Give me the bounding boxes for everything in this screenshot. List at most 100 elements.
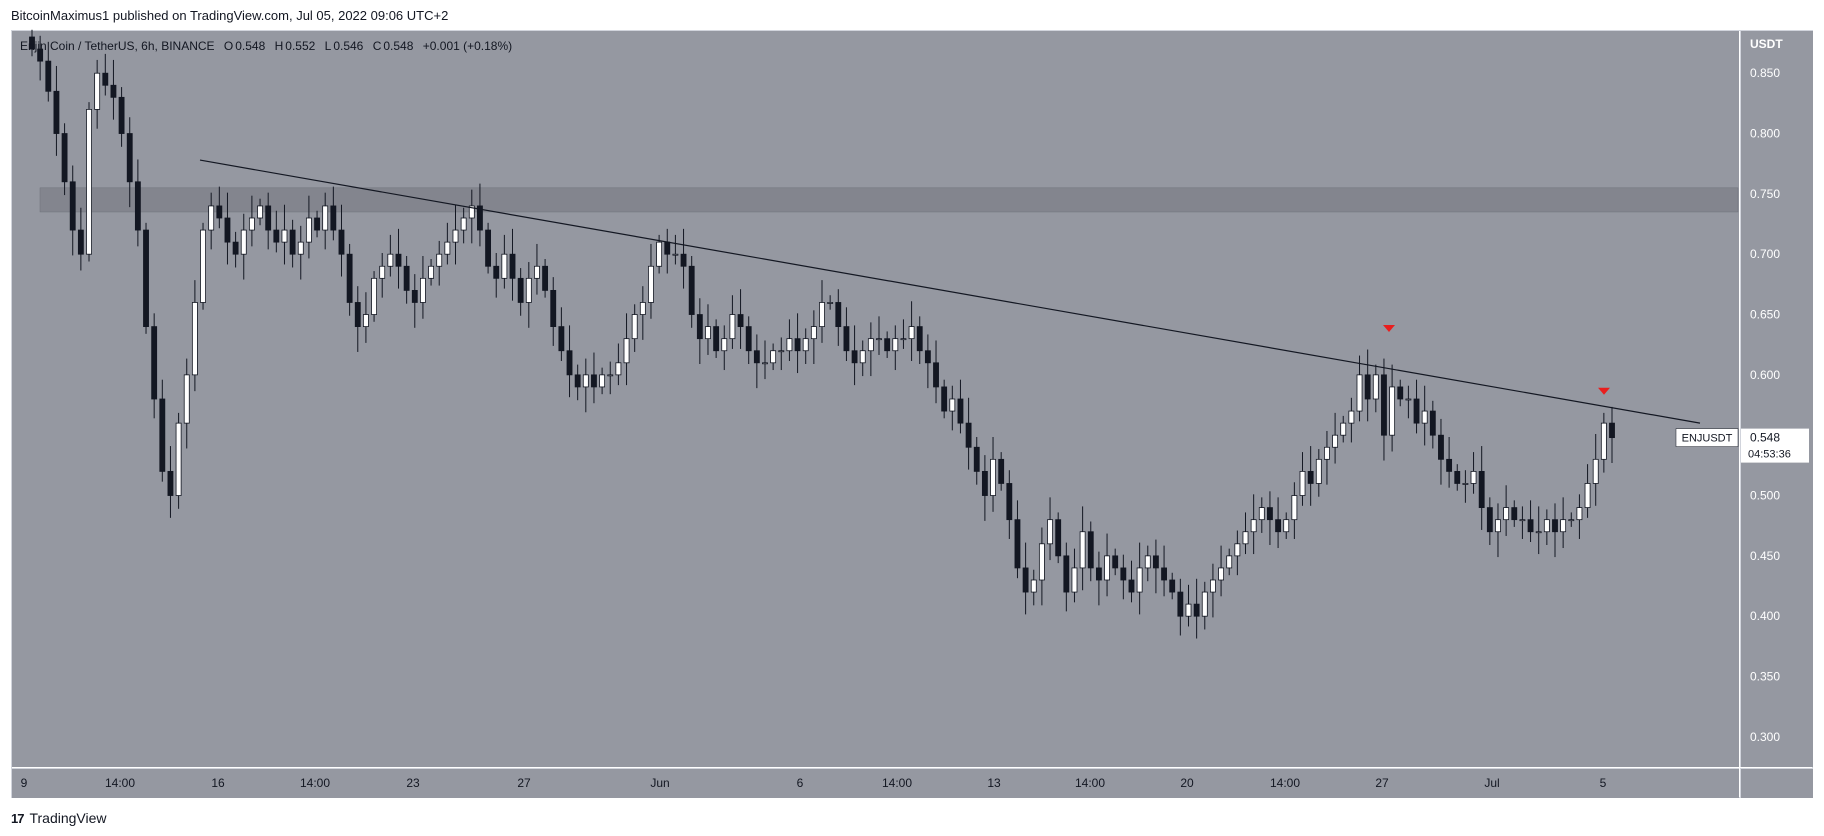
candle-up <box>908 326 915 340</box>
candle-down <box>29 36 35 50</box>
candle-up <box>1218 567 1224 581</box>
candle-down <box>102 72 109 86</box>
candle-down <box>485 229 492 267</box>
candle-down <box>403 265 410 291</box>
candle-up <box>281 229 288 243</box>
candle-up <box>1568 519 1575 522</box>
candle-down <box>1055 519 1062 557</box>
candle-down <box>232 241 239 255</box>
candle-up <box>1584 483 1591 509</box>
candle-down <box>664 241 671 255</box>
time-tick-label: 20 <box>1180 776 1194 790</box>
chart-legend: Enjin Coin / TetherUS, 6h, BINANCE O 0.54… <box>20 39 512 53</box>
plot-area[interactable] <box>12 31 1739 767</box>
price-tick-label: 0.500 <box>1750 489 1780 503</box>
time-tick-label: Jun <box>650 776 669 790</box>
candle-up <box>86 109 92 255</box>
candle-down <box>37 48 44 62</box>
candle-up <box>1560 519 1567 533</box>
trendline <box>199 159 1701 424</box>
candle-down <box>835 302 842 328</box>
candle-up <box>297 241 304 255</box>
candle-down <box>1095 567 1102 581</box>
candle-up <box>208 205 215 231</box>
footer-brand-label: TradingView <box>29 810 107 826</box>
candle-up <box>786 338 793 352</box>
candle-down <box>1006 483 1013 521</box>
candle-up <box>1421 410 1428 424</box>
candle-down <box>289 229 296 255</box>
candle-down <box>688 265 695 315</box>
price-axis[interactable] <box>1740 31 1813 767</box>
candle-up <box>721 338 728 352</box>
candle-up <box>191 302 198 376</box>
candle-down <box>843 326 850 352</box>
candle-down <box>53 90 60 134</box>
candle-down <box>916 326 923 352</box>
candle-down <box>941 386 948 412</box>
candle-up <box>892 338 899 352</box>
candle-up <box>1299 470 1306 496</box>
candle-down <box>338 229 345 255</box>
candle-up <box>200 229 206 303</box>
candle-up <box>1226 555 1233 569</box>
publisher-header: BitcoinMaximus1 published on TradingView… <box>11 8 449 23</box>
price-tick-label: 0.800 <box>1750 127 1780 141</box>
footer-branding[interactable]: 17 TradingView <box>11 808 107 828</box>
candle-down <box>1063 555 1070 593</box>
candle-down <box>354 302 361 328</box>
candle-up <box>1372 374 1379 400</box>
candle-down <box>1014 519 1021 569</box>
candle-down <box>224 217 231 243</box>
candle-up <box>460 217 467 231</box>
candle-up <box>1576 507 1583 521</box>
candle-down <box>737 314 744 327</box>
candle-down <box>1364 374 1371 400</box>
candle-up <box>1600 422 1607 460</box>
legend-open-value: 0.548 <box>235 39 266 53</box>
candle-down <box>216 205 223 219</box>
candle-up <box>1332 434 1339 448</box>
candle-up <box>175 422 182 496</box>
candle-up <box>582 374 589 388</box>
candle-up <box>1242 531 1249 545</box>
resistance-zone <box>39 187 1739 213</box>
candle-down <box>1087 531 1094 569</box>
candle-up <box>444 241 451 255</box>
candle-up <box>623 338 630 364</box>
candle-up <box>183 374 190 424</box>
candle-down <box>1511 507 1518 521</box>
time-tick-label: 23 <box>406 776 420 790</box>
candle-down <box>680 253 687 267</box>
candle-down <box>1307 470 1314 484</box>
candle-up <box>1543 519 1550 533</box>
candle-down <box>1438 434 1444 460</box>
candle-down <box>542 265 549 291</box>
candle-up <box>387 253 394 267</box>
candle-up <box>802 338 809 352</box>
time-tick-label: 13 <box>987 776 1001 790</box>
candle-up <box>501 253 508 279</box>
candle-up <box>1470 470 1477 484</box>
candle-down <box>110 84 117 98</box>
candle-down <box>1177 591 1184 617</box>
candle-up <box>762 362 768 365</box>
candle-down <box>550 289 557 327</box>
price-tick-label: 0.400 <box>1750 609 1780 623</box>
candle-down <box>1161 567 1167 581</box>
candle-down <box>517 277 524 303</box>
candle-down <box>1267 507 1273 521</box>
time-tick-label: 14:00 <box>882 776 912 790</box>
legend-low-label: L <box>324 39 332 53</box>
candle-down <box>1120 567 1127 581</box>
candle-down <box>1446 458 1453 472</box>
time-axis[interactable] <box>12 768 1739 798</box>
candle-up <box>827 302 834 304</box>
legend-open-label: O <box>223 39 234 53</box>
candle-up <box>1291 495 1298 521</box>
price-tick-label: 0.350 <box>1750 670 1780 684</box>
price-tick-label: 0.700 <box>1750 247 1780 261</box>
candle-down <box>965 422 972 448</box>
candle-up <box>639 302 646 315</box>
candle-up <box>1250 519 1257 533</box>
